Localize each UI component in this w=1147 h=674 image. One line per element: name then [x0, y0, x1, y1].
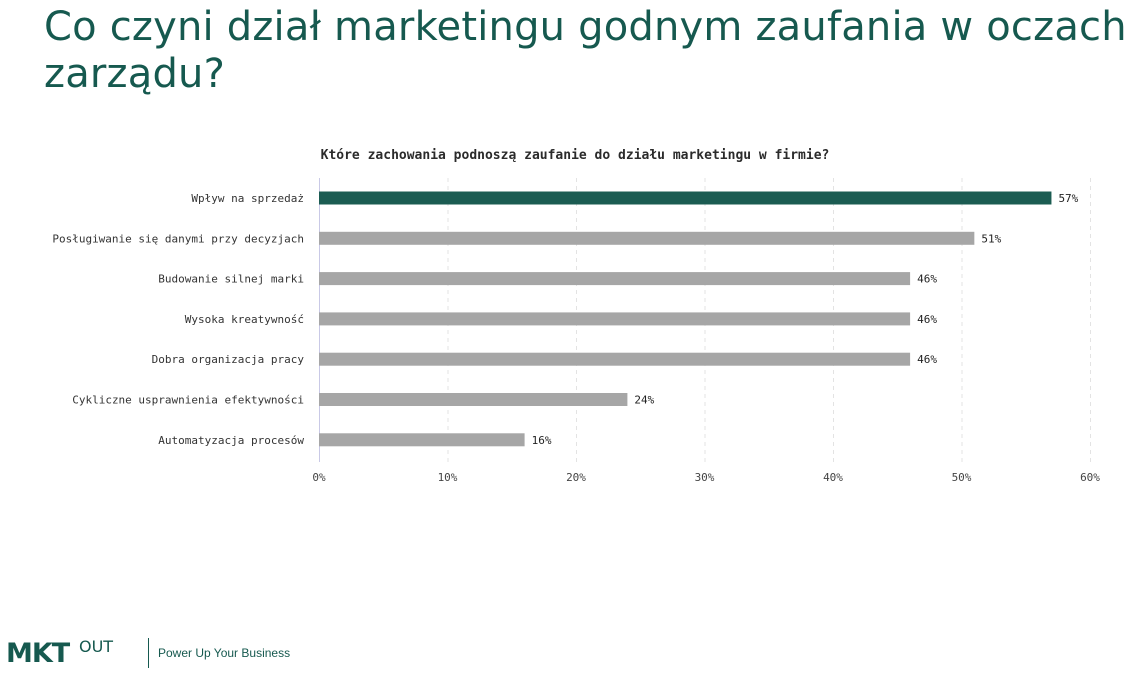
- bar-chart: Które zachowania podnoszą zaufanie do dz…: [52, 148, 1100, 484]
- value-label: 51%: [981, 232, 1001, 245]
- value-labels: 57% 51% 46% 46% 46% 24% 16%: [532, 192, 1079, 447]
- chart-title: Które zachowania podnoszą zaufanie do dz…: [321, 148, 830, 163]
- category-label: Automatyzacja procesów: [158, 434, 304, 447]
- bar: [319, 191, 1052, 205]
- logo-divider: [148, 638, 149, 668]
- logo-out: OUT: [79, 637, 114, 656]
- bar: [319, 433, 525, 447]
- category-label: Cykliczne usprawnienia efektywności: [72, 394, 304, 407]
- category-label: Posługiwanie się danymi przy decyzjach: [52, 232, 304, 245]
- tagline: Power Up Your Business: [158, 646, 291, 660]
- x-tick-label: 50%: [952, 471, 972, 484]
- x-tick-label: 0%: [312, 471, 326, 484]
- category-label: Wpływ na sprzedaż: [191, 192, 304, 205]
- x-axis-ticks: 0% 10% 20% 30% 40% 50% 60%: [312, 471, 1100, 484]
- bars: [319, 191, 1052, 447]
- category-labels: Wpływ na sprzedaż Posługiwanie się danymi…: [52, 192, 304, 447]
- x-tick-label: 10%: [438, 471, 458, 484]
- bar: [319, 312, 911, 326]
- value-label: 46%: [917, 313, 937, 326]
- bar: [319, 393, 628, 406]
- category-label: Dobra organizacja pracy: [152, 353, 305, 366]
- category-label: Wysoka kreatywność: [185, 313, 304, 326]
- x-tick-label: 60%: [1080, 471, 1100, 484]
- value-label: 46%: [917, 273, 937, 286]
- bar: [319, 231, 975, 245]
- x-tick-label: 40%: [823, 471, 843, 484]
- slide-title: Co czyni dział marketingu godnym zaufani…: [44, 4, 1127, 97]
- value-label: 24%: [634, 394, 654, 407]
- value-label: 57%: [1058, 192, 1078, 205]
- bar: [319, 272, 911, 286]
- value-label: 16%: [532, 434, 552, 447]
- category-label: Budowanie silnej marki: [158, 273, 304, 286]
- value-label: 46%: [917, 353, 937, 366]
- bar: [319, 352, 911, 366]
- x-tick-label: 20%: [566, 471, 586, 484]
- logo-mkt: MKT: [6, 638, 70, 669]
- x-tick-label: 30%: [695, 471, 715, 484]
